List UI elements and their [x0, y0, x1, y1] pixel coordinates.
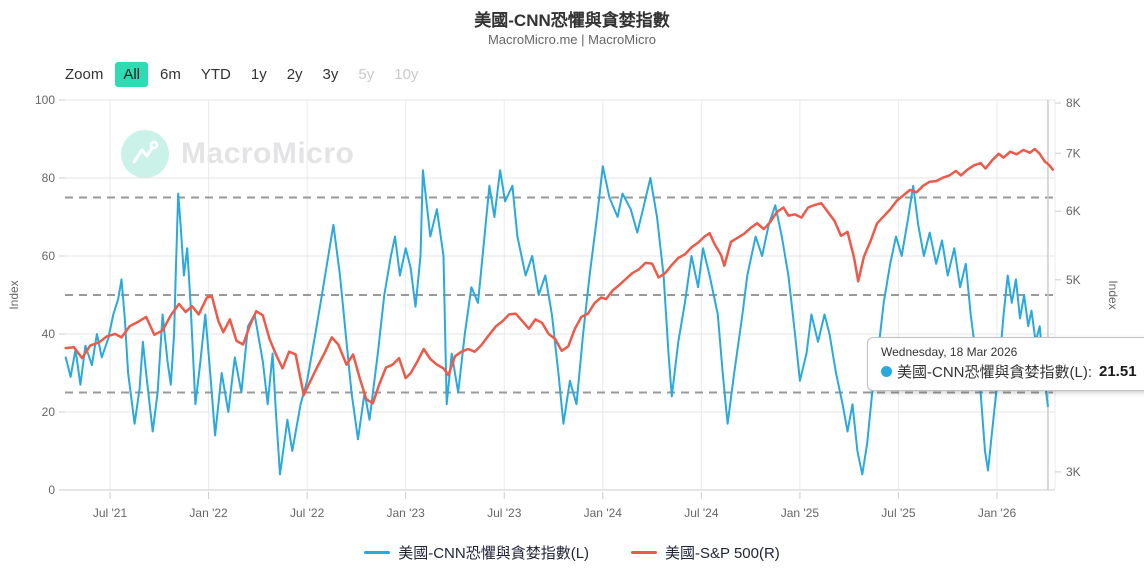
- tooltip-value: 21.51: [1099, 363, 1137, 380]
- x-tick-label: Jan '23: [387, 506, 426, 520]
- y-right-tick-label: 5K: [1066, 273, 1081, 287]
- y-left-tick-label: 40: [42, 327, 56, 341]
- y-right-tick-label: 6K: [1066, 204, 1081, 218]
- zoom-toolbar: Zoom All 6m YTD 1y 2y 3y 5y 10y: [65, 62, 426, 87]
- fear-greed-line-marker: [364, 551, 391, 554]
- watermark: MacroMicro: [121, 130, 354, 178]
- right-axis-title: Index: [1106, 280, 1120, 310]
- x-tick-label: Jul '21: [93, 506, 128, 520]
- x-tick-label: Jan '22: [189, 506, 228, 520]
- tooltip-series-row: 美國-CNN恐懼與貪婪指數(L): 21.51: [881, 361, 1137, 382]
- macromicro-logo-icon: [121, 130, 169, 178]
- y-left-tick-label: 20: [42, 405, 56, 419]
- zoom-range-button-all[interactable]: All: [115, 62, 149, 87]
- zoom-range-button-6m[interactable]: 6m: [152, 62, 189, 87]
- series-lines: [64, 147, 1055, 476]
- watermark-text: MacroMicro: [181, 137, 355, 170]
- y-right-tick-label: 8K: [1066, 96, 1081, 110]
- legend-item-sp500[interactable]: 美國-S&P 500(R): [631, 542, 780, 563]
- legend-item-fear-greed[interactable]: 美國-CNN恐懼與貪婪指數(L): [364, 542, 589, 563]
- zoom-range-button-ytd[interactable]: YTD: [193, 62, 239, 87]
- x-tick-label: Jan '26: [978, 506, 1017, 520]
- axis-labels: Jul '21 Jan '22 Jul '22 Jan '23 Jul '23 Jan '…: [35, 93, 1081, 520]
- zoom-range-button-3y[interactable]: 3y: [315, 62, 347, 87]
- sp500-line-marker: [631, 551, 658, 554]
- y-left-tick-label: 0: [48, 483, 55, 497]
- x-tick-label: Jan '25: [781, 506, 820, 520]
- x-tick-label: Jul '24: [684, 506, 719, 520]
- zoom-range-button-1y[interactable]: 1y: [243, 62, 275, 87]
- x-tick-label: Jan '24: [584, 506, 623, 520]
- legend-label-sp500: 美國-S&P 500(R): [665, 545, 780, 562]
- series-line-fear-greed: [64, 165, 1049, 476]
- legend: 美國-CNN恐懼與貪婪指數(L) 美國-S&P 500(R): [0, 542, 1144, 563]
- y-right-tick-label: 3K: [1066, 465, 1081, 479]
- tooltip-marker-icon: [881, 366, 892, 377]
- page-title: 美國-CNN恐懼與貪婪指數: [474, 11, 670, 30]
- x-tick-label: Jul '25: [881, 506, 916, 520]
- zoom-range-button-2y[interactable]: 2y: [279, 62, 311, 87]
- legend-label-fear-greed: 美國-CNN恐懼與貪婪指數(L): [398, 545, 590, 562]
- zoom-range-button-5y: 5y: [350, 62, 382, 87]
- chart-subtitle: MacroMicro.me | MacroMicro: [487, 32, 657, 47]
- gridlines: [59, 99, 1061, 499]
- y-left-tick-label: 60: [42, 249, 56, 263]
- y-right-tick-label: 7K: [1066, 146, 1081, 160]
- x-tick-label: Jul '23: [487, 506, 522, 520]
- zoom-range-button-10y: 10y: [386, 62, 426, 87]
- y-left-tick-label: 80: [42, 171, 56, 185]
- tooltip: Wednesday, 18 Mar 2026 美國-CNN恐懼與貪婪指數(L):…: [867, 337, 1144, 391]
- y-left-tick-label: 100: [35, 93, 55, 107]
- zoom-label: Zoom: [65, 66, 104, 83]
- series-line-sp500: [64, 147, 1055, 405]
- tooltip-date: Wednesday, 18 Mar 2026: [881, 345, 1018, 359]
- left-axis-title: Index: [7, 280, 21, 310]
- tooltip-series-label: 美國-CNN恐懼與貪婪指數(L):: [897, 364, 1092, 381]
- x-tick-label: Jul '22: [290, 506, 325, 520]
